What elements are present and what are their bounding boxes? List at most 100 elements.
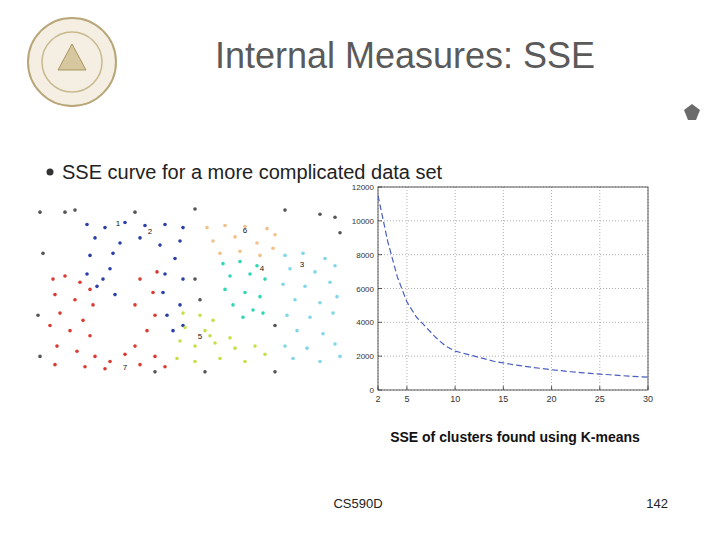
point <box>178 303 182 307</box>
line-axes: 251015202530020004000600080001000012000 <box>352 183 653 404</box>
tick-label-y: 2000 <box>356 352 374 361</box>
point <box>261 311 265 315</box>
point <box>63 274 67 278</box>
point <box>153 370 157 374</box>
point <box>108 360 112 364</box>
point <box>163 365 167 369</box>
tick-y <box>378 288 382 289</box>
point <box>203 370 207 374</box>
point <box>68 329 72 333</box>
tick-label-x: 15 <box>498 394 508 404</box>
point <box>223 224 227 228</box>
point <box>295 329 299 333</box>
tick-y <box>378 220 382 221</box>
point <box>55 344 59 348</box>
point <box>138 277 142 281</box>
point <box>273 233 277 237</box>
point <box>238 260 242 264</box>
tick-y <box>378 356 382 357</box>
point <box>221 262 225 266</box>
cluster-label: 3 <box>300 260 305 269</box>
point <box>41 252 45 256</box>
point <box>181 311 185 315</box>
point <box>165 313 169 317</box>
point <box>53 363 57 367</box>
point <box>193 344 197 348</box>
point <box>263 277 267 281</box>
tick-label-x: 30 <box>643 394 653 404</box>
point <box>118 241 122 245</box>
point <box>291 357 295 361</box>
bullet-dot <box>47 169 54 176</box>
point <box>333 264 337 268</box>
point <box>138 363 142 367</box>
point <box>258 254 262 258</box>
point <box>321 332 325 336</box>
point <box>331 311 335 315</box>
point <box>205 226 209 230</box>
corner-icon-shape <box>684 104 700 120</box>
point <box>123 353 127 357</box>
point <box>243 360 247 364</box>
tick-label-x: 2 <box>375 394 380 404</box>
point <box>318 360 322 364</box>
grid-line-y <box>378 254 648 255</box>
point <box>233 346 237 350</box>
tick-x <box>503 386 504 390</box>
point <box>285 313 289 317</box>
point <box>248 272 252 276</box>
point <box>155 270 159 274</box>
logo-inner <box>42 32 102 92</box>
point <box>323 257 327 261</box>
point <box>251 308 255 312</box>
point <box>53 293 57 297</box>
point <box>48 324 52 328</box>
point <box>58 311 62 315</box>
point <box>293 298 297 302</box>
point <box>333 342 337 346</box>
point <box>163 272 167 276</box>
tick-x <box>455 386 456 390</box>
grid-line-x <box>503 187 504 390</box>
point <box>163 223 167 227</box>
point <box>36 313 40 317</box>
point <box>228 274 232 278</box>
point <box>243 291 247 295</box>
point <box>211 319 215 323</box>
tick-y <box>378 254 382 255</box>
point <box>88 334 92 338</box>
tick-label-y: 0 <box>370 386 375 395</box>
point <box>133 344 137 348</box>
point <box>73 298 77 302</box>
point <box>283 344 287 348</box>
point <box>218 252 222 256</box>
point <box>75 349 79 353</box>
point <box>138 236 142 240</box>
point <box>103 367 107 371</box>
grid-line-y <box>378 322 648 323</box>
point <box>85 223 89 227</box>
point <box>88 254 92 258</box>
point <box>241 315 245 319</box>
logo-outer <box>28 18 116 106</box>
point <box>178 339 182 343</box>
point <box>233 235 237 239</box>
point <box>183 326 187 330</box>
point <box>211 239 215 243</box>
point <box>193 277 197 281</box>
point <box>193 360 197 364</box>
point <box>203 329 207 333</box>
grid-line-x <box>406 187 407 390</box>
point <box>193 207 197 211</box>
point <box>335 295 339 299</box>
tick-label-y: 6000 <box>356 285 374 294</box>
point <box>288 267 292 271</box>
point <box>305 346 309 350</box>
cluster-label: 6 <box>243 226 248 235</box>
point <box>308 315 312 319</box>
point <box>328 280 332 284</box>
tick-label-x: 20 <box>547 394 557 404</box>
point <box>108 267 112 271</box>
caption: SSE of clusters found using K-means <box>390 429 640 445</box>
point <box>263 353 267 357</box>
